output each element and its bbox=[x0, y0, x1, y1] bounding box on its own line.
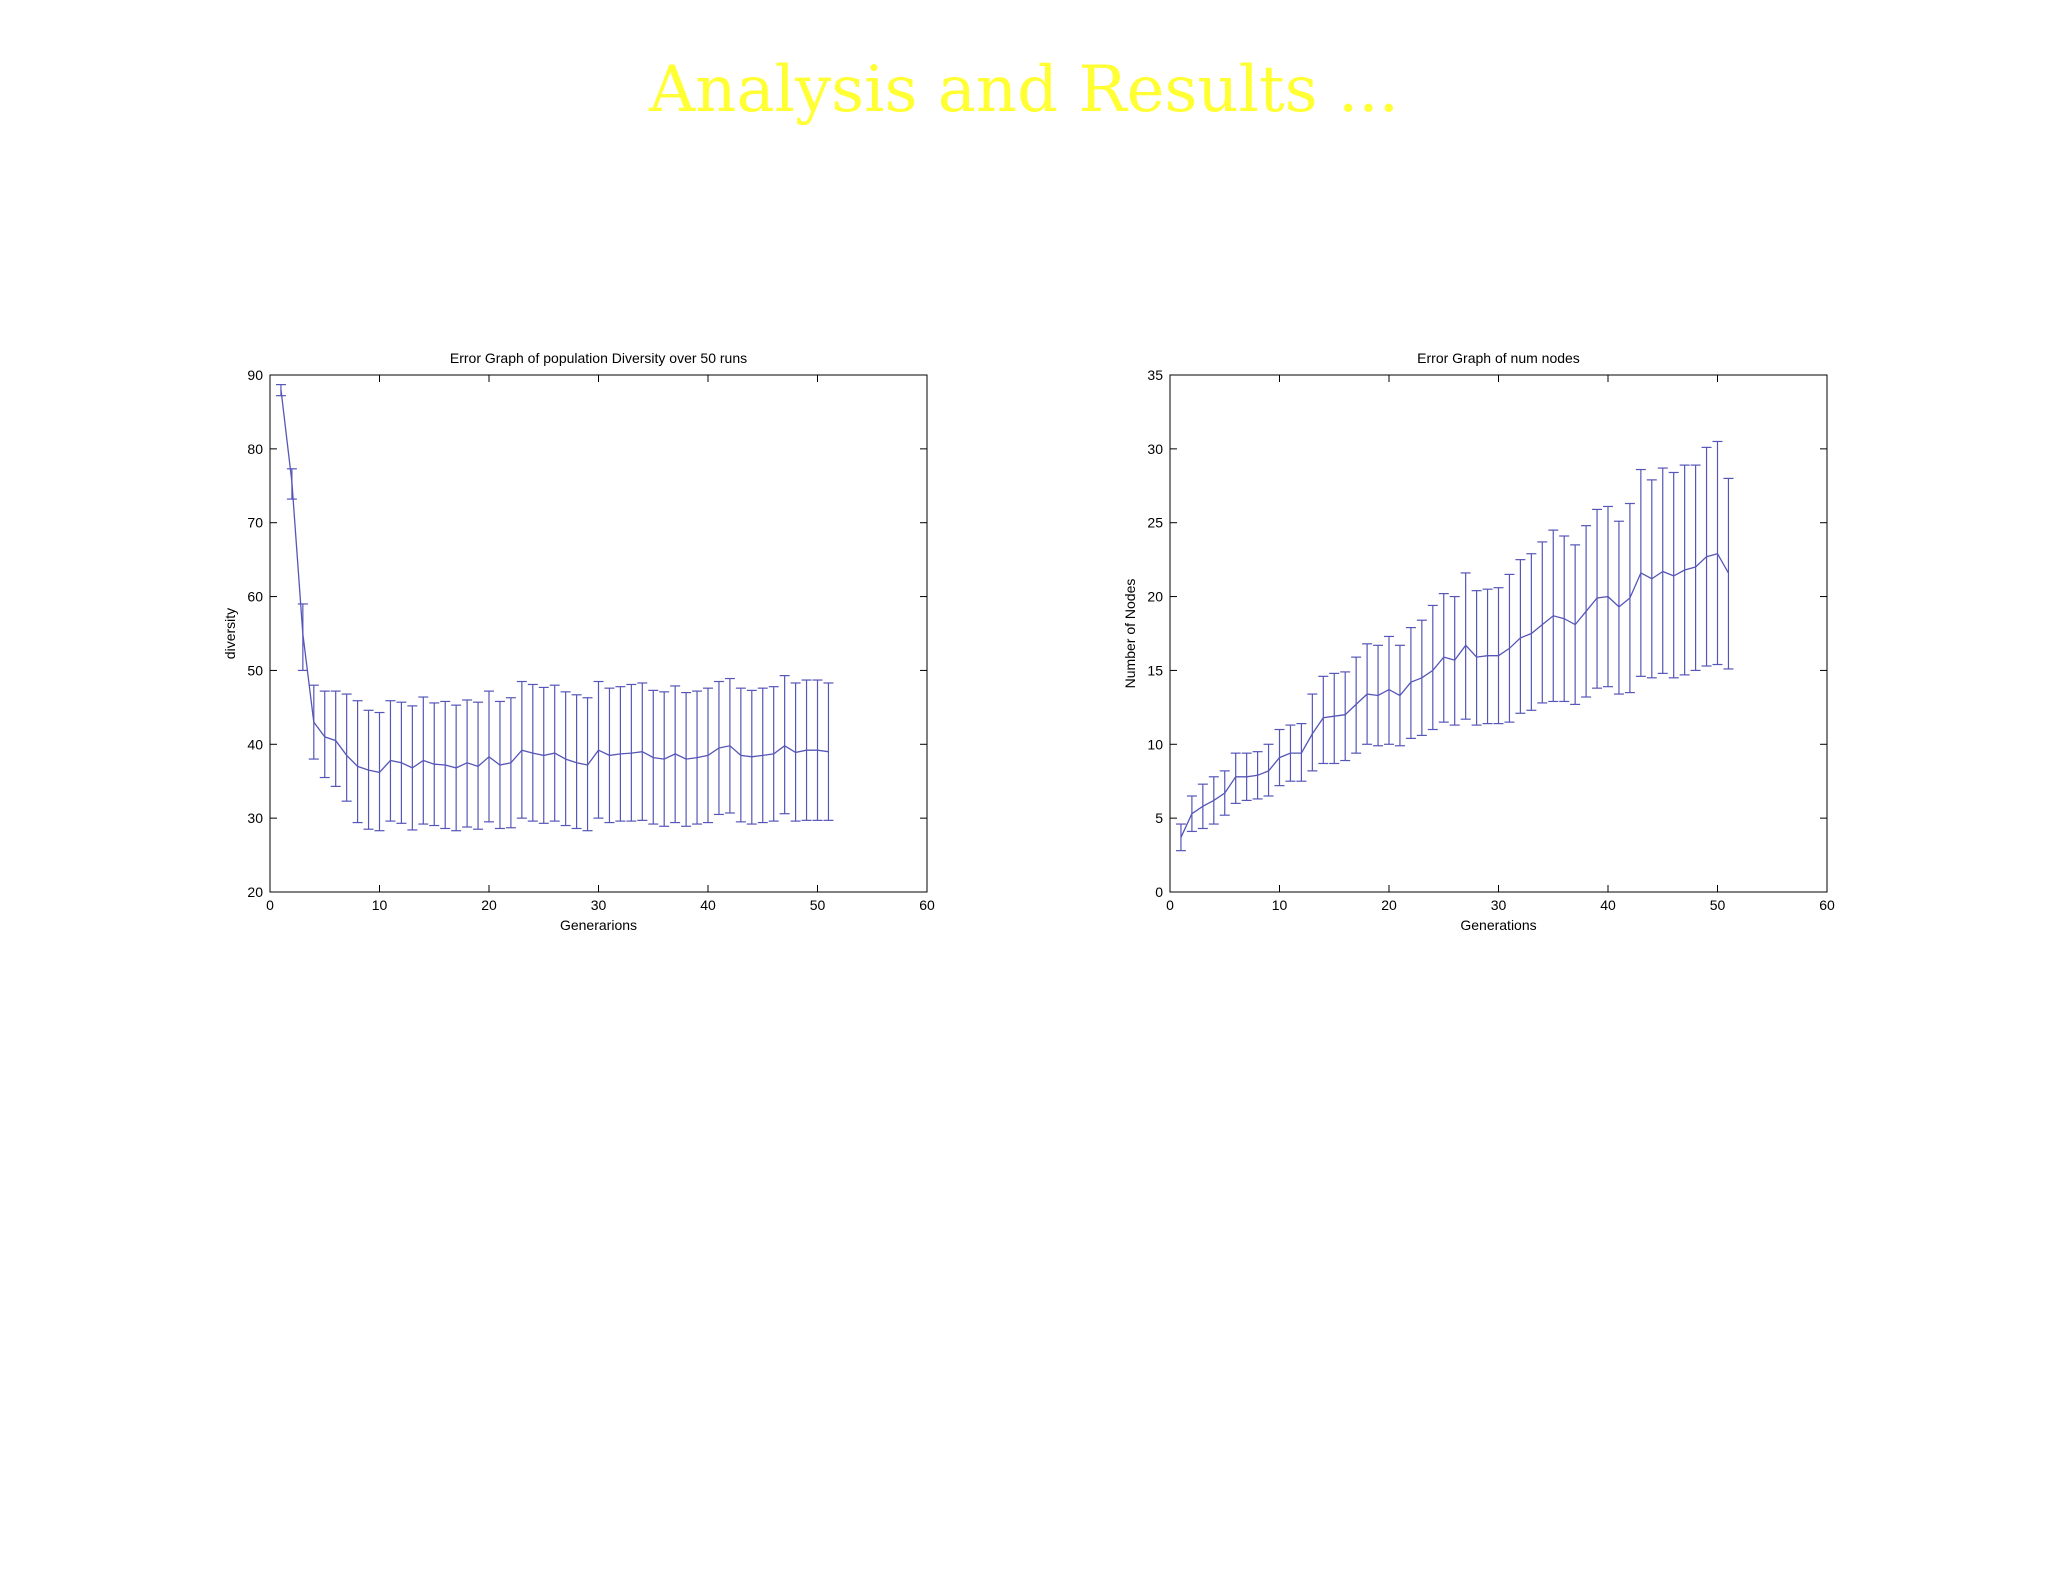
error-bar bbox=[1384, 635, 1394, 745]
error-bar bbox=[1526, 553, 1537, 711]
error-bar bbox=[823, 682, 834, 821]
y-tick-label: 35 bbox=[1147, 367, 1163, 383]
error-bar bbox=[571, 694, 582, 830]
diversity-error-chart: Error Graph of population Diversity over… bbox=[222, 350, 935, 933]
error-bar bbox=[1712, 440, 1723, 666]
y-tick-label: 80 bbox=[247, 441, 263, 457]
error-bar bbox=[319, 690, 330, 779]
series-line bbox=[1180, 552, 1729, 838]
y-tick-label: 5 bbox=[1155, 810, 1163, 826]
x-tick-label: 10 bbox=[1272, 897, 1288, 913]
error-bar bbox=[1329, 672, 1340, 765]
error-bar bbox=[1657, 467, 1668, 674]
x-tick-label: 40 bbox=[1600, 897, 1616, 913]
error-bar bbox=[341, 693, 352, 802]
x-tick-label: 30 bbox=[591, 897, 607, 913]
x-tick-label: 40 bbox=[700, 897, 716, 913]
x-tick-label: 60 bbox=[919, 897, 935, 913]
error-bar bbox=[1471, 590, 1482, 726]
y-tick-label: 30 bbox=[247, 810, 263, 826]
chart-title: Error Graph of num nodes bbox=[1417, 350, 1580, 366]
y-tick-label: 30 bbox=[1147, 441, 1163, 457]
x-axis-label: Generations bbox=[1460, 917, 1536, 933]
y-tick-label: 20 bbox=[1147, 589, 1163, 605]
x-tick-label: 50 bbox=[810, 897, 826, 913]
y-tick-label: 90 bbox=[247, 367, 263, 383]
error-bar bbox=[352, 700, 363, 824]
error-bar bbox=[779, 674, 790, 815]
y-tick-label: 10 bbox=[1147, 736, 1163, 752]
error-bar bbox=[1175, 823, 1186, 852]
error-bar bbox=[1307, 693, 1318, 772]
y-tick-label: 0 bbox=[1155, 884, 1163, 900]
x-tick-label: 20 bbox=[1381, 897, 1397, 913]
y-tick-label: 50 bbox=[247, 662, 263, 678]
x-tick-label: 50 bbox=[1710, 897, 1726, 913]
chart-title: Error Graph of population Diversity over… bbox=[450, 350, 747, 366]
y-tick-label: 70 bbox=[247, 515, 263, 531]
x-tick-label: 0 bbox=[266, 897, 274, 913]
slide-title: Analysis and Results ... bbox=[649, 53, 1399, 127]
series-line bbox=[280, 389, 829, 774]
y-axis-label: Number of Nodes bbox=[1122, 579, 1138, 689]
x-tick-label: 60 bbox=[1819, 897, 1835, 913]
error-bar bbox=[1318, 675, 1329, 765]
error-bar bbox=[1537, 541, 1548, 704]
y-tick-label: 40 bbox=[247, 736, 263, 752]
error-bar bbox=[1690, 464, 1701, 672]
x-tick-label: 0 bbox=[1166, 897, 1174, 913]
y-axis-label: diversity bbox=[222, 608, 238, 659]
error-bar bbox=[1449, 595, 1460, 726]
error-bar bbox=[1427, 604, 1438, 731]
error-bar bbox=[1668, 471, 1679, 679]
x-axis-label: Generarions bbox=[560, 917, 637, 933]
error-bar bbox=[1230, 752, 1241, 804]
error-bar bbox=[1340, 671, 1351, 762]
error-bar bbox=[1515, 559, 1526, 714]
x-tick-label: 30 bbox=[1491, 897, 1507, 913]
num-nodes-error-chart: Error Graph of num nodes 0 10 20 30 40 50 60 0 5 1… bbox=[1122, 350, 1835, 933]
x-tick-label: 20 bbox=[481, 897, 497, 913]
y-tick-label: 60 bbox=[247, 589, 263, 605]
y-tick-label: 20 bbox=[247, 884, 263, 900]
error-bar bbox=[1482, 588, 1493, 725]
error-bar bbox=[330, 690, 341, 787]
error-bar bbox=[1723, 477, 1734, 670]
y-tick-label: 15 bbox=[1147, 662, 1163, 678]
y-tick-label: 25 bbox=[1147, 515, 1163, 531]
x-tick-label: 10 bbox=[372, 897, 388, 913]
